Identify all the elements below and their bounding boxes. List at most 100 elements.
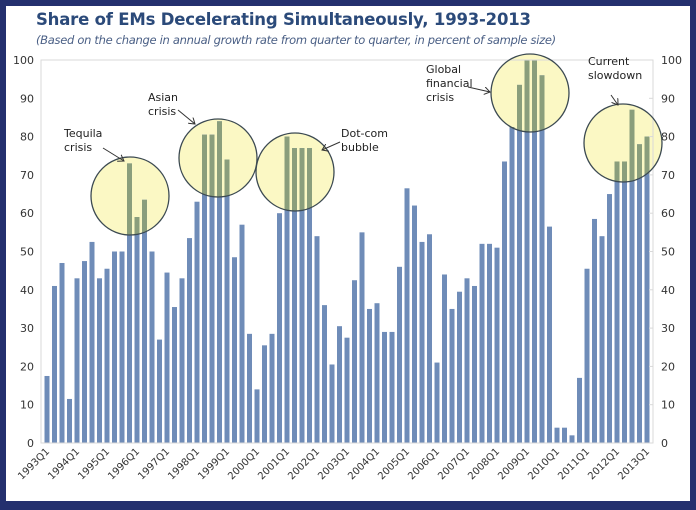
bar [164,272,170,443]
bar [389,331,395,443]
y-tick-label-left: 40 [20,284,34,297]
bar-highlight-segment [217,121,222,197]
y-tick-label-right: 100 [661,54,682,67]
bar [127,163,132,443]
y-tick-label-left: 80 [20,131,34,144]
bar-highlight-segment [307,148,312,209]
bar-highlight-segment [539,75,545,131]
bar [299,148,305,443]
bar-highlight-segment [629,109,635,181]
bar [487,243,492,443]
bar [277,213,282,443]
bar [524,60,530,443]
y-tick-label-right: 40 [661,284,675,297]
bar [262,345,267,443]
bar [97,278,102,443]
bar [179,278,185,443]
bar [397,266,402,443]
bar-highlight-segment [284,136,290,211]
bar [359,232,365,443]
bar [104,268,110,443]
bar [307,148,312,443]
bar [74,278,80,443]
annotation-label: Asian [148,91,178,104]
annotation-arrow-icon [177,109,195,124]
annotation-arrow-icon [467,86,490,92]
bar [614,161,620,443]
x-tick-label: 2009Q1 [496,446,532,482]
bar [494,247,500,443]
y-tick-label-right: 20 [661,360,675,373]
highlight-circle-outline [583,103,663,183]
bar [442,274,447,443]
bar [382,331,387,443]
bar [239,224,245,443]
bar-highlight-segment [532,60,537,132]
bar [337,326,342,443]
y-tick-label-left: 10 [20,399,34,412]
highlight-circle-outline [255,132,335,212]
annotation-arrow-icon [102,147,124,161]
bar [112,251,117,443]
bar [209,134,215,443]
bar [472,285,477,443]
bar-highlight-segment [524,60,530,132]
bar [269,333,275,443]
annotation-label: Current [588,55,630,68]
x-tick-label: 1993Q1 [16,446,52,482]
bar [404,188,410,443]
bar [509,127,515,444]
annotation-label: crisis [64,141,92,154]
y-tick-label-left: 70 [20,169,34,182]
bar [119,251,125,443]
highlight-circle-outline [178,118,258,198]
bar [202,134,207,443]
bar [52,285,57,443]
x-tick-label: 1996Q1 [106,446,142,482]
bar-highlight-segment [644,136,650,174]
bar-highlight-segment [299,148,305,211]
bar [314,236,320,443]
x-tick-label: 1998Q1 [166,446,202,482]
highlight-circle-fill [491,54,569,132]
y-tick-label-left: 60 [20,207,34,220]
bar [172,307,177,443]
x-tick-label: 2005Q1 [376,446,412,482]
bar [217,121,222,443]
y-tick-label-right: 50 [661,246,675,259]
bar [517,84,522,444]
annotation-arrow-icon [610,94,618,105]
bar-highlight-segment [142,199,147,233]
y-tick-label-left: 100 [13,54,34,67]
bar [539,75,545,443]
bar [449,308,455,443]
x-tick-label: 2011Q1 [556,446,592,482]
bar [89,241,95,443]
x-tick-label: 2008Q1 [466,446,502,482]
bar [247,333,252,443]
y-tick-label-left: 0 [27,437,34,450]
bar [412,205,417,443]
highlight-circle-fill [584,104,662,182]
x-tick-label: 1995Q1 [76,446,112,482]
bar [187,238,192,443]
bar [622,161,627,443]
annotation-label: Tequila [63,127,102,140]
bar [367,308,372,443]
bar [434,362,440,443]
highlight-circle-outline [90,156,170,236]
y-tick-label-left: 20 [20,360,34,373]
bar [82,261,87,443]
y-tick-label-right: 0 [661,437,668,450]
y-tick-label-right: 70 [661,169,675,182]
y-tick-label-right: 30 [661,322,675,335]
bar [254,389,260,443]
bar [292,148,297,443]
annotation-label: crisis [426,91,454,104]
bar [157,339,162,443]
bar-highlight-segment [127,163,132,235]
bar [562,427,567,443]
x-tick-label: 2004Q1 [346,446,382,482]
bar [607,194,612,443]
bar-highlight-segment [134,217,140,235]
